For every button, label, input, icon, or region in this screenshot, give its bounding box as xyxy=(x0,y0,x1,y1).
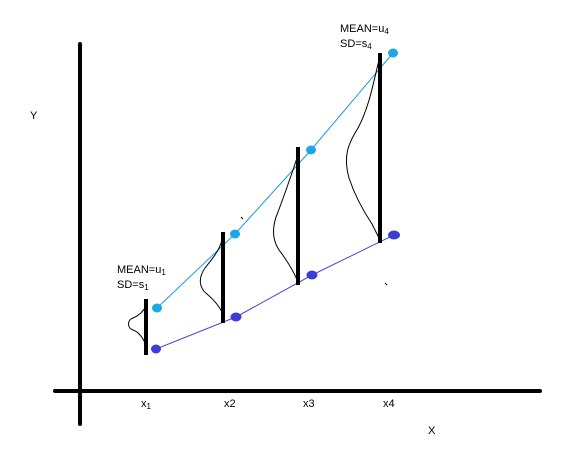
upper-point-x3 xyxy=(306,145,316,155)
distribution-curve-x3 xyxy=(273,157,298,281)
lower-point-x4 xyxy=(388,230,400,240)
x-tick-label-2: x2 xyxy=(224,398,236,410)
upper-line xyxy=(156,52,394,309)
lower-point-x1 xyxy=(151,344,161,354)
upper-point-x4 xyxy=(388,48,398,58)
x-tick-label-3: x3 xyxy=(303,398,315,410)
mean-label-4: MEAN=u4 xyxy=(340,23,389,36)
x-tick-label-1: x1 xyxy=(141,398,151,411)
lower-point-x3 xyxy=(306,270,318,280)
y-axis-label: Y xyxy=(30,110,38,122)
sd-label-1: SD=s1 xyxy=(117,279,149,292)
sd-label-4: SD=s4 xyxy=(340,38,372,51)
distribution-curve-x2 xyxy=(199,239,223,313)
stray-mark-2 xyxy=(384,282,388,286)
x-tick-label-4: x4 xyxy=(383,398,395,410)
mean-label-1: MEAN=u1 xyxy=(117,264,166,277)
upper-point-x1 xyxy=(152,303,162,313)
distribution-curve-x4 xyxy=(345,59,381,241)
upper-point-x2 xyxy=(230,229,240,239)
distribution-curve-x1 xyxy=(128,305,147,346)
lower-line xyxy=(155,234,395,350)
stray-mark-1 xyxy=(240,216,244,220)
lower-point-x2 xyxy=(230,312,242,322)
x-axis-label: X xyxy=(428,425,436,437)
